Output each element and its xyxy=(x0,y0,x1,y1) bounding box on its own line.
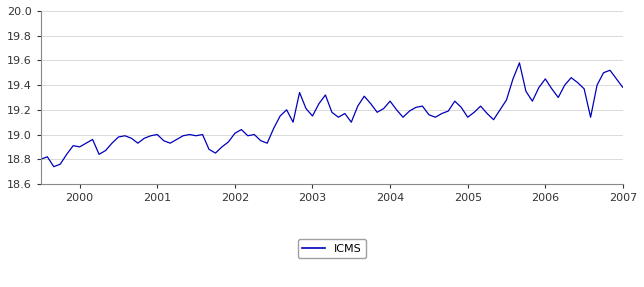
Legend: ICMS: ICMS xyxy=(298,239,366,258)
